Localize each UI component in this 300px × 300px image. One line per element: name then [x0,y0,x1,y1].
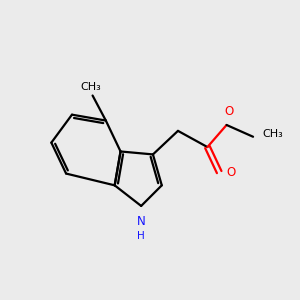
Text: N: N [137,215,146,228]
Text: O: O [226,166,236,178]
Text: O: O [224,106,233,118]
Text: CH₃: CH₃ [262,129,283,139]
Text: H: H [137,231,145,241]
Text: CH₃: CH₃ [81,82,101,92]
